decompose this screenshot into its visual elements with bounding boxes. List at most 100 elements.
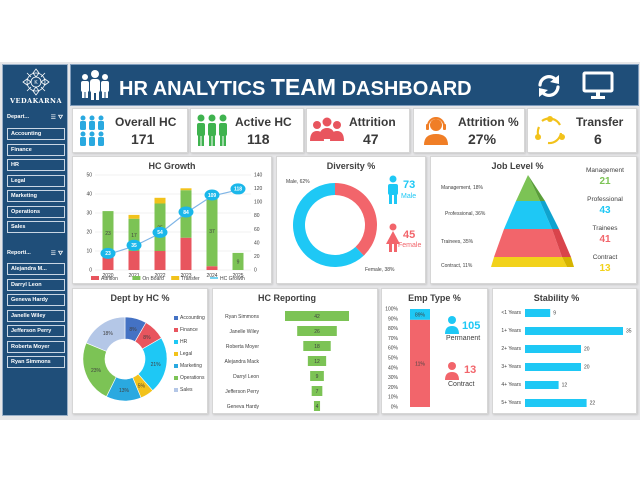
slicer-item-reporting[interactable]: Roberta Moyer	[7, 340, 65, 353]
transfer-cycle-icon	[535, 116, 565, 145]
clear-filter-icon[interactable]: ⛛	[57, 115, 65, 121]
emp-type-tick: 90%	[388, 316, 399, 322]
x-tick-label: 2025	[232, 273, 243, 279]
slicer-item-sales[interactable]: Sales	[7, 221, 65, 233]
funnel-bar	[285, 311, 349, 321]
slicer-item-reporting[interactable]: Ryan Simmons	[7, 356, 65, 368]
y-right-tick: 140	[254, 173, 263, 179]
legend-swatch	[174, 328, 178, 332]
kpi-value: 171	[131, 131, 155, 147]
emp-type-tick: 70%	[388, 336, 399, 342]
x-tick-label: 2024	[206, 273, 217, 279]
emp-type-tick: 60%	[388, 346, 399, 352]
hc-reporting-card: HC Reporting 42 Ryan Simmons 26 Janelle Wil…	[212, 288, 378, 414]
bar-attrition	[180, 237, 192, 270]
dept-legend-label: Marketing	[180, 363, 202, 369]
bar-on-board	[128, 218, 140, 251]
slicer-item-hr[interactable]: HR	[7, 159, 65, 171]
legend-label: Attrition	[101, 276, 118, 282]
page-title: HR ANALYTICS TEAM DASHBOARD	[119, 74, 472, 100]
kpi-value: 27%	[468, 131, 497, 147]
stability-value-label: 22	[590, 401, 596, 407]
legend-swatch	[174, 352, 178, 356]
emp-bar-contract	[410, 319, 430, 407]
permanent-employee-icon	[445, 316, 459, 334]
dept-hc-card: Dept by HC % 8% 8% 21% 5% 13% 23% 18% Accounti…	[72, 288, 208, 414]
funnel-value-label: 12	[314, 359, 320, 365]
contract-employee-icon	[445, 362, 459, 380]
job-level-count-label: Management	[586, 167, 624, 174]
legend-swatch	[132, 276, 141, 280]
dept-hc-donut-chart: 8% 8% 21% 5% 13% 23% 18%	[82, 316, 168, 402]
legend-swatch	[91, 276, 99, 280]
stability-category-label: 5+ Years	[501, 400, 521, 406]
male-count: 73	[403, 179, 416, 191]
multi-select-icon[interactable]: ☰	[50, 251, 58, 257]
job-level-card: Job Level % Management, 18% Professional…	[430, 156, 637, 284]
dept-legend-label: Accounting	[180, 315, 205, 321]
slicer-item-legal[interactable]: Legal	[7, 174, 65, 187]
emp-contract-pct: 11%	[415, 361, 425, 367]
kpi-card-transfer: Transfer 6	[527, 108, 637, 153]
active-people-icon	[197, 114, 227, 146]
emp-type-tick: 100%	[385, 307, 398, 313]
hc-growth-card: HC Growth 0 10 20 30 40 50 0 20 40 60 80 100 120 140 2…	[72, 156, 272, 284]
funnel-name-label: Darryl Leon	[233, 374, 259, 380]
slicer-item-reporting[interactable]: Jefferson Perry	[7, 325, 65, 337]
y-left-tick: 10	[86, 249, 92, 255]
funnel-value-label: 18	[314, 344, 320, 350]
permanent-label: Permanent	[446, 335, 481, 342]
slicer-item-finance[interactable]: Finance	[7, 143, 65, 156]
department-slicer-label: Depart...	[7, 114, 30, 120]
funnel-bar	[297, 326, 337, 336]
slicer-item-accounting[interactable]: Accounting	[7, 128, 65, 140]
slicer-item-reporting[interactable]: Alejandra M...	[7, 263, 65, 275]
dept-slice-sales	[85, 316, 126, 352]
monitor-icon[interactable]	[582, 71, 614, 101]
slicer-item-reporting[interactable]: Janelle Wiley	[7, 309, 65, 322]
kpi-value: 6	[594, 131, 602, 147]
y-right-tick: 80	[254, 213, 260, 219]
hc-growth-point-label: 23	[105, 251, 111, 257]
kpi-card-overall-hc: Overall HC 171	[72, 108, 188, 153]
y-left-tick: 0	[89, 268, 92, 274]
diversity-donut-chart	[293, 183, 377, 267]
clear-filter-icon[interactable]: ⛛	[57, 251, 65, 257]
refresh-icon[interactable]	[535, 72, 563, 100]
stability-bar-chart: <1 Years 9 1+ Years 35 2+ Years 20 3+ Years 20 4…	[501, 309, 632, 407]
slicer-item-marketing[interactable]: Marketing	[7, 190, 65, 202]
kpi-label: Active HC	[235, 115, 292, 129]
funnel-name-label: Roberta Moyer	[226, 344, 259, 350]
stability-value-label: 20	[584, 347, 590, 353]
job-slice-label: Management, 18%	[441, 185, 483, 191]
male-icon	[388, 175, 398, 204]
legend-swatch	[174, 340, 178, 344]
slicer-item-reporting[interactable]: Geneva Hardy	[7, 294, 65, 306]
department-slicer-header: Depart... ☰⛛	[7, 114, 65, 124]
slicer-item-operations[interactable]: Operations	[7, 205, 65, 218]
brand-logo: K VEDAKARNA	[3, 67, 69, 113]
job-level-count-label: Trainees	[592, 225, 618, 232]
stability-value-label: 35	[626, 329, 632, 335]
legend-label: HC Growth	[220, 276, 245, 282]
multi-select-icon[interactable]: ☰	[50, 115, 58, 121]
bar-on-board	[102, 211, 114, 255]
diversity-title: Diversity %	[326, 161, 376, 171]
legend-swatch	[174, 388, 178, 392]
funnel-name-label: Janelle Wiley	[230, 329, 260, 335]
slicer-item-reporting[interactable]: Darryl Leon	[7, 278, 65, 291]
bar-transfer	[128, 214, 140, 219]
emp-type-tick: 10%	[388, 395, 399, 401]
funnel-name-label: Ryan Simmons	[225, 314, 259, 320]
bar-data-label: 23	[105, 231, 111, 237]
hc-growth-point	[230, 183, 246, 195]
female-count: 45	[403, 229, 416, 241]
job-level-count-value: 21	[599, 176, 611, 187]
bar-data-label: 17	[131, 233, 137, 239]
bar-on-board	[232, 252, 244, 270]
funnel-bar	[307, 356, 327, 366]
emp-type-tick: 50%	[388, 356, 399, 362]
kpi-value: 118	[247, 131, 270, 147]
svg-text:K: K	[34, 80, 38, 86]
